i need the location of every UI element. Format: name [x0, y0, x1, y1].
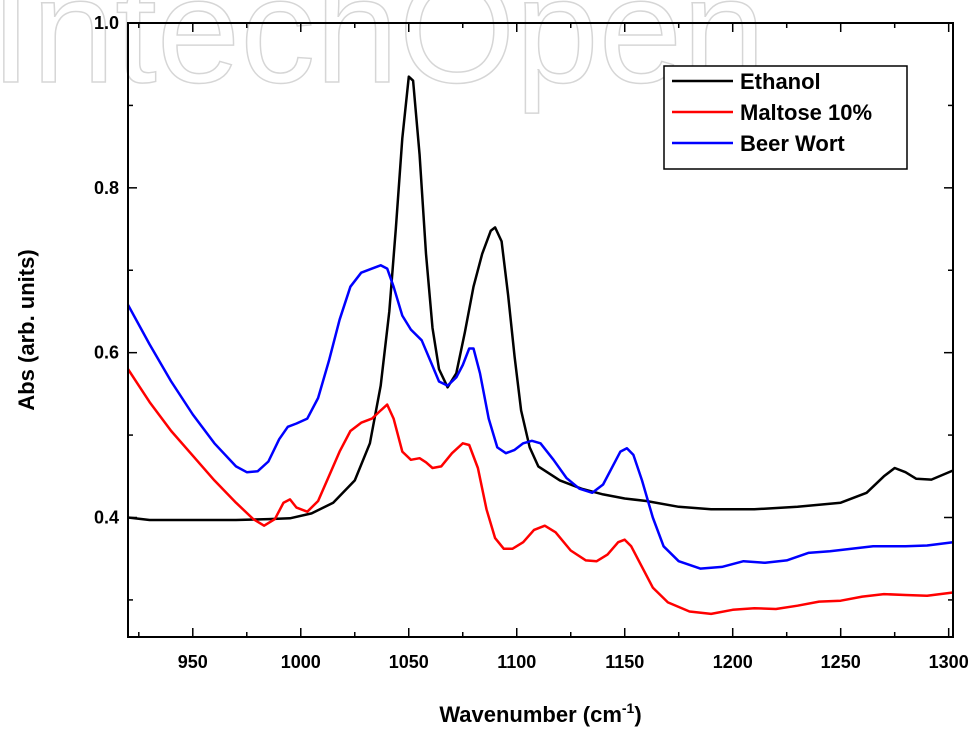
x-tick-label: 950	[178, 652, 208, 672]
x-axis-title: Wavenumber (cm-1)	[439, 700, 641, 727]
x-tick-label: 1050	[389, 652, 429, 672]
legend-label-1: Ethanol	[740, 69, 821, 94]
x-tick-label: 1000	[281, 652, 321, 672]
plot-frame	[127, 22, 954, 638]
series-layer	[126, 75, 954, 616]
legend-box	[663, 65, 908, 170]
x-axis-title-main: Wavenumber (cm	[439, 702, 622, 727]
x-tick-label: 1100	[497, 652, 536, 672]
legend: Ethanol Maltose 10% Beer Wort	[663, 65, 908, 170]
y-axis-title: Abs (arb. units)	[14, 249, 39, 410]
x-tick-label: 1250	[821, 652, 861, 672]
y-tick-label: 1.0	[94, 13, 119, 33]
y-tick-label: 0.4	[94, 507, 119, 527]
x-tick-label: 1150	[605, 652, 644, 672]
y-tick-label: 0.6	[94, 343, 119, 363]
y-tick-label: 0.8	[94, 178, 119, 198]
ticks-layer: 950 1000 1050 1100 1150 1200 1250 1300 0.4 0.6 0.8…	[94, 13, 969, 672]
series-line-1	[127, 75, 954, 522]
x-tick-label: 1200	[713, 652, 753, 672]
series-line-2	[126, 368, 954, 616]
x-axis-title-end: )	[634, 702, 641, 727]
legend-label-2: Maltose 10%	[740, 100, 872, 125]
x-axis-title-sup: -1	[622, 700, 635, 716]
legend-label-3: Beer Wort	[740, 131, 845, 156]
x-tick-label: 1300	[929, 652, 969, 672]
series-line-3	[126, 264, 954, 570]
